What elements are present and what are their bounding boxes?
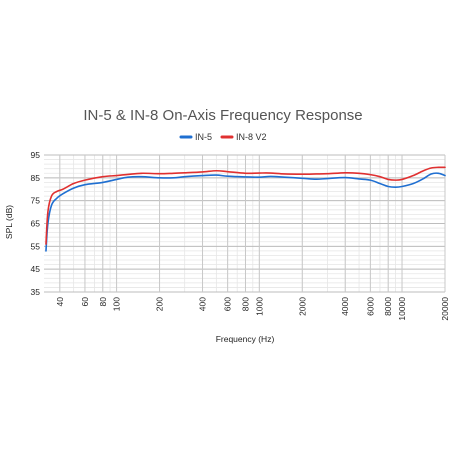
y-tick-label: 95 — [31, 150, 41, 160]
x-tick-label: 2000 — [297, 297, 307, 316]
series-line-in8v2 — [45, 166, 446, 245]
x-tick-label: 6000 — [365, 297, 375, 316]
x-tick-label: 20000 — [440, 297, 450, 321]
grid — [44, 154, 446, 293]
x-tick-label: 100 — [112, 297, 122, 311]
chart-title: IN-5 & IN-8 On-Axis Frequency Response — [83, 107, 362, 124]
legend-label-in5: IN-5 — [195, 132, 212, 142]
x-tick-label: 40 — [55, 297, 65, 307]
x-tick-label: 80 — [98, 297, 108, 307]
y-tick-label: 55 — [31, 241, 41, 251]
legend-label-in8v2: IN-8 V2 — [236, 132, 267, 142]
y-axis-label: SPL (dB) — [4, 205, 14, 239]
x-tick-label: 1000 — [254, 297, 264, 316]
x-tick-label: 4000 — [340, 297, 350, 316]
y-tick-label: 75 — [31, 196, 41, 206]
tick-labels: 35 45 55 65 75 85 95 40 60 80 100 200 400 600 800 1000 2… — [31, 150, 450, 321]
y-tick-label: 85 — [31, 173, 41, 183]
data-series — [45, 166, 446, 252]
y-tick-label: 35 — [31, 287, 41, 297]
x-tick-label: 8000 — [383, 297, 393, 316]
series-line-in5 — [45, 172, 446, 252]
y-tick-label: 45 — [31, 264, 41, 274]
y-tick-label: 65 — [31, 219, 41, 229]
x-tick-label: 60 — [80, 297, 90, 307]
x-axis-label: Frequency (Hz) — [216, 334, 275, 344]
x-tick-label: 10000 — [397, 297, 407, 321]
chart-legend: IN-5 IN-8 V2 — [179, 132, 267, 142]
x-tick-label: 800 — [240, 297, 250, 311]
x-tick-label: 600 — [223, 297, 233, 311]
x-tick-label: 200 — [155, 297, 165, 311]
x-tick-label: 400 — [198, 297, 208, 311]
